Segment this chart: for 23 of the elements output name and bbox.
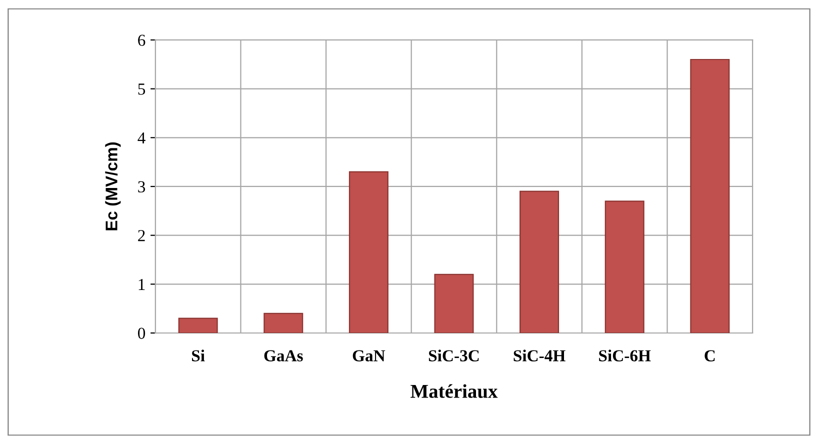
bar	[178, 318, 218, 333]
y-tick-label: 0	[138, 328, 146, 339]
y-tick-label: 3	[138, 181, 146, 192]
y-tick-label: 2	[138, 230, 145, 242]
y-tick-label: 4	[138, 132, 146, 144]
bar	[520, 190, 560, 333]
bar	[604, 200, 644, 333]
bar	[434, 274, 474, 333]
y-axis-title: Ec (MV/cm)	[105, 142, 121, 230]
y-tick-label: 5	[138, 84, 146, 95]
x-tick-label: SiC-3C	[428, 350, 479, 362]
bar	[690, 58, 730, 333]
y-tick-label: 1	[138, 278, 145, 290]
bar	[264, 312, 304, 333]
x-tick-label: SiC-4H	[514, 350, 566, 362]
x-tick-label: GaN	[352, 350, 386, 362]
x-axis-title: Matériaux	[410, 384, 498, 398]
bar	[348, 171, 388, 333]
y-tick-label: 6	[138, 34, 146, 46]
x-tick-label: C	[704, 350, 715, 362]
x-tick-label: SiC-6H	[599, 350, 651, 362]
x-tick-label: Si	[192, 350, 205, 362]
x-tick-label: GaAs	[264, 350, 303, 362]
